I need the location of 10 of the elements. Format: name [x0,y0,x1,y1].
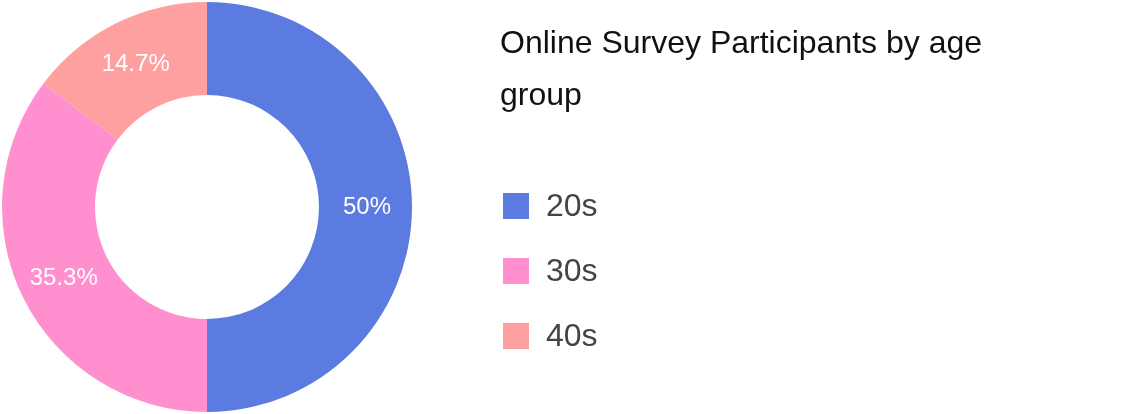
data-label: 35.3% [29,263,98,291]
text: Online Survey Participants by age group [500,24,983,112]
data-label: 14.7% [101,48,170,76]
donut-slice [43,2,207,140]
legend-label: 20s [546,187,598,223]
donut-slice [207,2,412,412]
data-label: 50% [342,192,392,219]
donut-slice [2,83,207,412]
legend-label: 30s [546,252,598,288]
legend-label: 40s [546,317,598,353]
